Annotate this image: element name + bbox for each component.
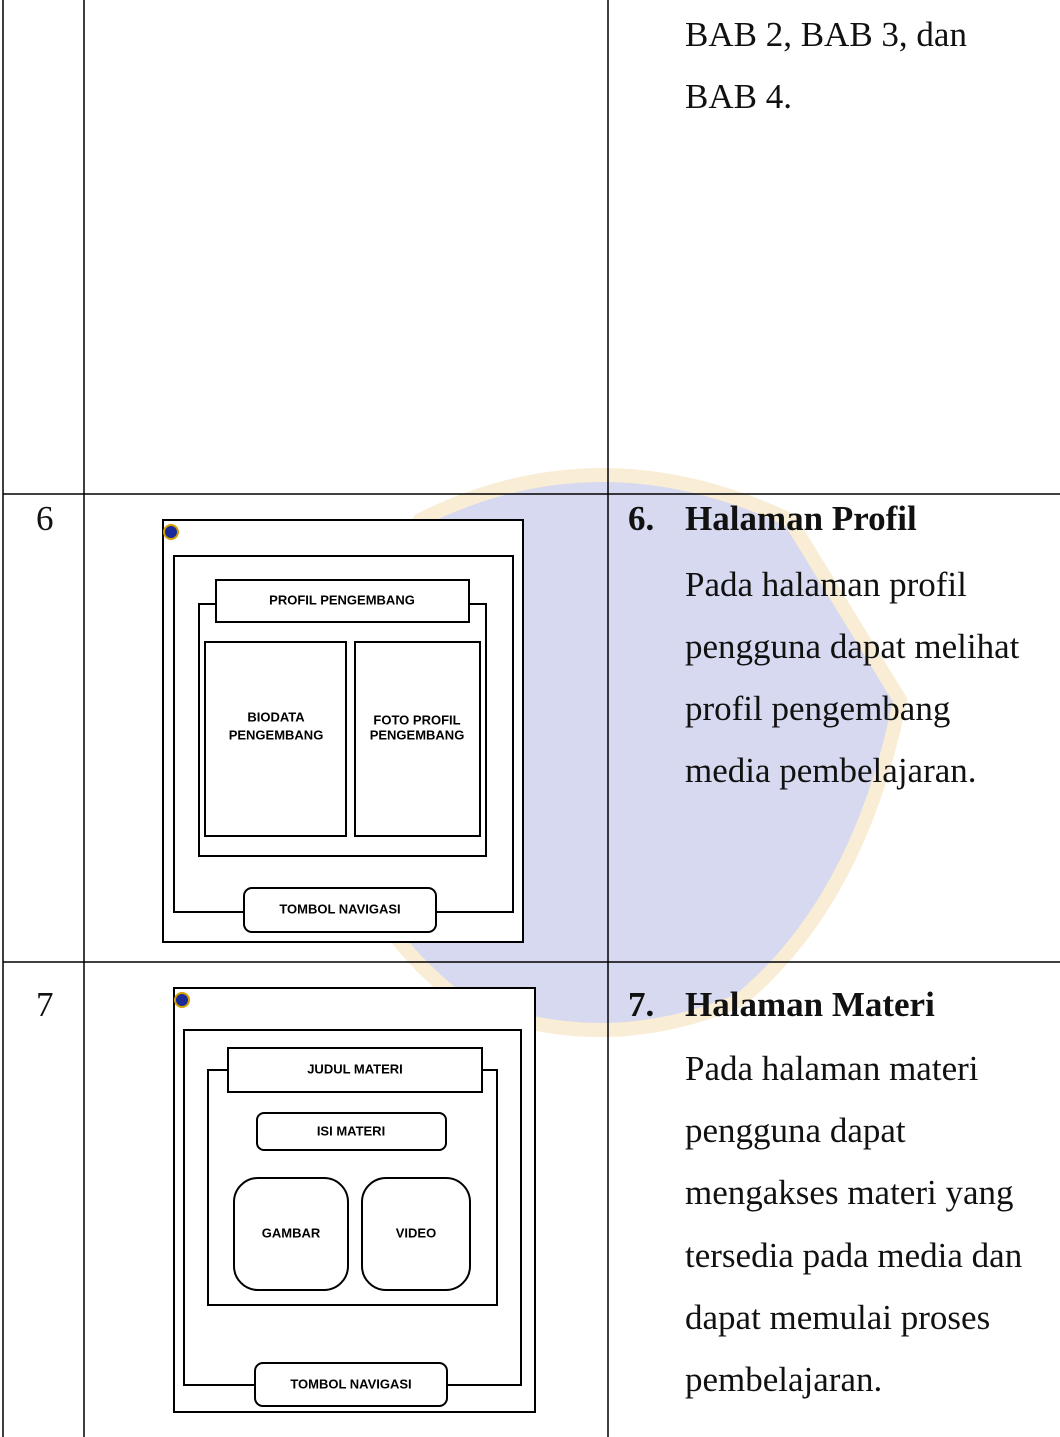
heading-number: 6.: [628, 499, 654, 538]
text-line: mengakses materi yang: [685, 1173, 1014, 1212]
text-line: BAB 4.: [685, 77, 792, 116]
wf-title: JUDUL MATERI: [307, 1061, 403, 1076]
text-line: BAB 2, BAB 3, dan: [685, 15, 967, 54]
text-line: pengguna dapat: [685, 1111, 906, 1150]
wf-label: ISI MATERI: [317, 1123, 385, 1138]
text-line: profil pengembang: [685, 689, 950, 728]
wireframe-materi: JUDUL MATERI ISI MATERI GAMBAR VIDEO TOM…: [173, 987, 536, 1413]
text-line: pembelajaran.: [685, 1360, 882, 1399]
row-number: 6: [36, 499, 54, 538]
wf-label: PENGEMBANG: [229, 727, 324, 742]
wf-button: TOMBOL NAVIGASI: [290, 1376, 411, 1391]
wf-label: VIDEO: [396, 1225, 436, 1240]
wf-label: PENGEMBANG: [370, 727, 465, 742]
wf-label: GAMBAR: [262, 1225, 321, 1240]
text-line: pengguna dapat melihat: [685, 627, 1020, 666]
row-number: 7: [36, 985, 54, 1024]
heading-number: 7.: [628, 985, 654, 1024]
text-line: tersedia pada media dan: [685, 1236, 1022, 1275]
text-line: media pembelajaran.: [685, 751, 977, 790]
wf-button: TOMBOL NAVIGASI: [279, 901, 400, 916]
text-line: Pada halaman materi: [685, 1049, 979, 1088]
wireframe-profil: PROFIL PENGEMBANG BIODATA PENGEMBANG FOT…: [162, 519, 524, 943]
wf-label: FOTO PROFIL: [373, 712, 460, 727]
text-line: dapat memulai proses: [685, 1298, 990, 1337]
heading: Halaman Materi: [685, 985, 935, 1024]
wf-label: BIODATA: [247, 709, 305, 724]
wf-title: PROFIL PENGEMBANG: [269, 592, 415, 607]
heading: Halaman Profil: [685, 499, 917, 538]
text-line: Pada halaman profil: [685, 565, 967, 604]
